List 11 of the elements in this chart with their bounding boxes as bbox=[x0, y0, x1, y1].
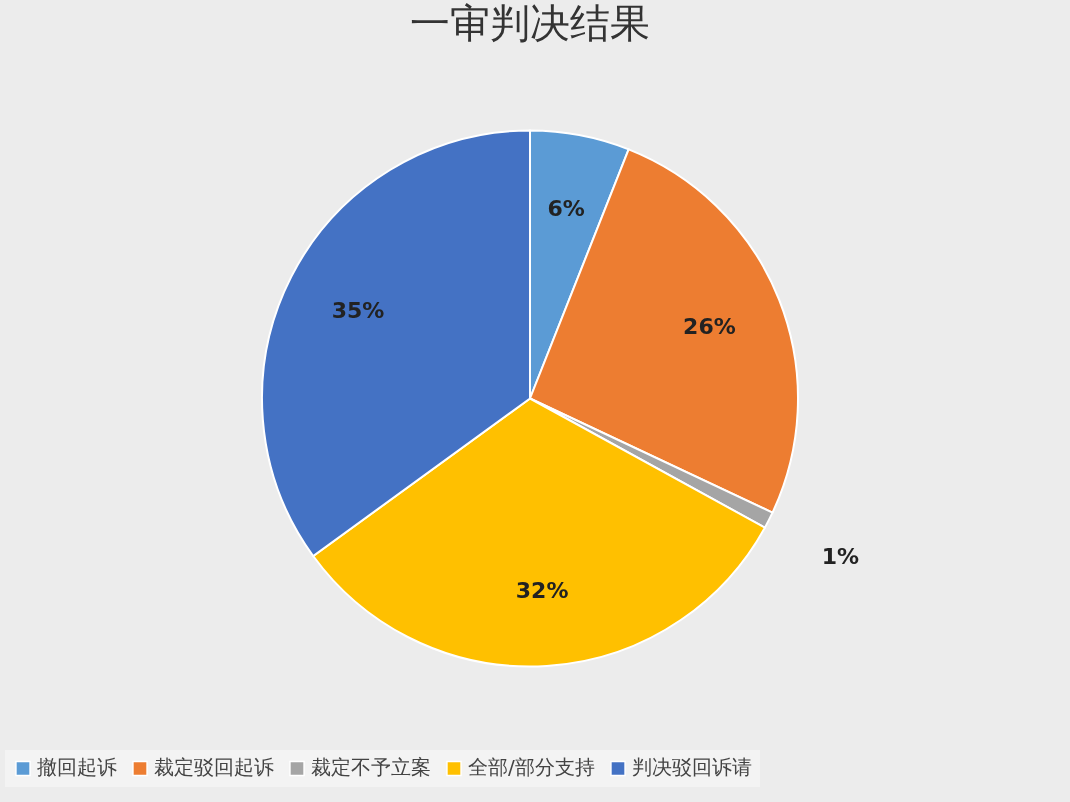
chart-title: 一审判决结果 bbox=[410, 0, 650, 46]
data-label: 6% bbox=[547, 195, 585, 221]
data-label: 26% bbox=[683, 314, 736, 340]
data-label: 1% bbox=[821, 543, 860, 569]
legend-label: 判决驳回诉请 bbox=[632, 755, 752, 780]
legend-label: 裁定驳回起诉 bbox=[154, 755, 274, 780]
legend-label: 全部/部分支持 bbox=[468, 755, 595, 780]
legend-label: 裁定不予立案 bbox=[311, 755, 431, 780]
data-label: 32% bbox=[515, 578, 569, 604]
data-label: 35% bbox=[331, 297, 385, 323]
legend-label: 撤回起诉 bbox=[37, 755, 117, 780]
